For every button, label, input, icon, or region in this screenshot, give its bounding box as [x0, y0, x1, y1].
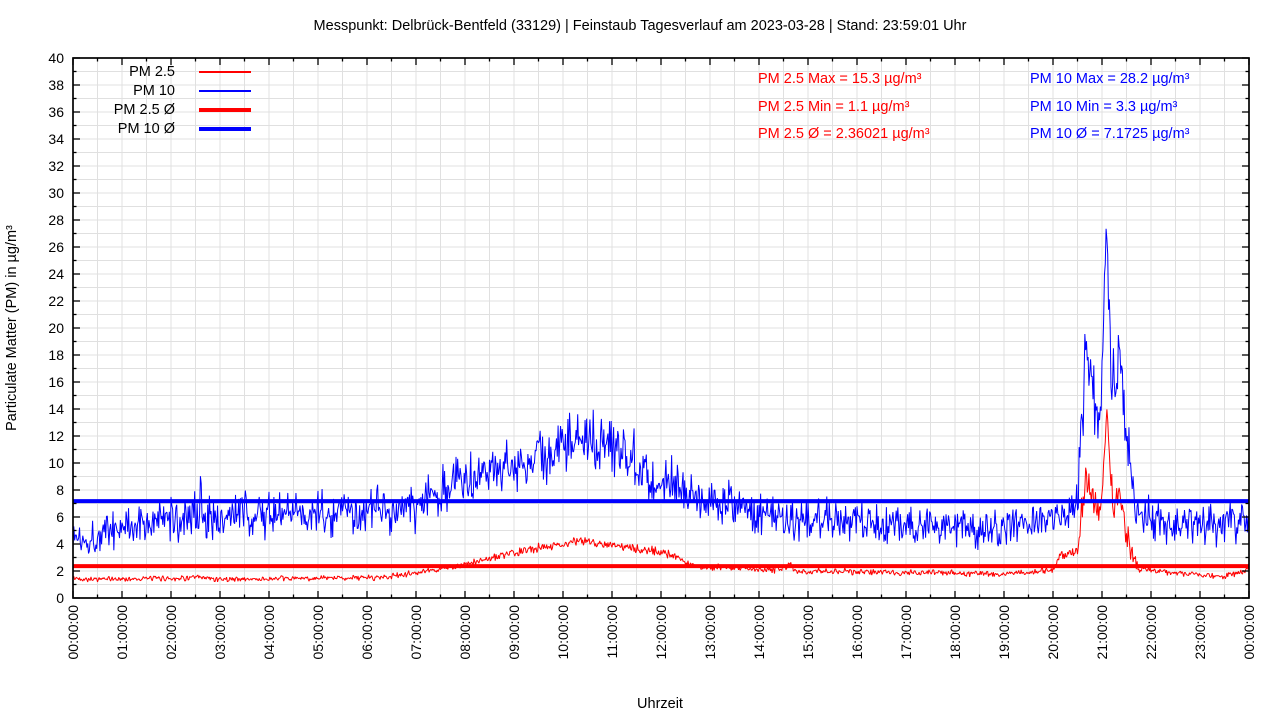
x-tick-label: 23:00:00: [1192, 605, 1208, 660]
legend-row-pm10: PM 10: [63, 81, 251, 100]
x-tick-label: 00:00:00: [65, 605, 81, 660]
grid-lines: [73, 58, 1249, 598]
y-tick-label: 14: [48, 401, 64, 417]
x-tick-label: 03:00:00: [212, 605, 228, 660]
y-tick-label: 20: [48, 320, 64, 336]
legend-line-sample-pm25: [199, 70, 251, 73]
y-tick-label: 18: [48, 347, 64, 363]
legend-label-pm25-avg: PM 2.5 Ø: [113, 101, 175, 118]
y-tick-label: 4: [56, 536, 64, 552]
x-tick-label: 05:00:00: [310, 605, 326, 660]
x-tick-label: 15:00:00: [800, 605, 816, 660]
x-tick-label: 00:00:00: [1241, 605, 1257, 660]
y-tick-label: 0: [56, 590, 64, 606]
y-tick-label: 12: [48, 428, 64, 444]
legend-line-sample-pm10-avg: [199, 126, 251, 131]
legend-line-sample-pm25-avg: [199, 107, 251, 112]
legend: PM 2.5 PM 10 PM 2.5 Ø PM 10 Ø: [63, 62, 251, 138]
stat-pm10-max: PM 10 Max = 28.2 µg/m³: [1030, 71, 1190, 87]
x-tick-label: 21:00:00: [1094, 605, 1110, 660]
y-tick-label: 28: [48, 212, 64, 228]
x-tick-label: 04:00:00: [261, 605, 277, 660]
x-tick-label: 19:00:00: [996, 605, 1012, 660]
x-tick-label: 22:00:00: [1143, 605, 1159, 660]
x-tick-label: 16:00:00: [849, 605, 865, 660]
x-tick-label: 18:00:00: [947, 605, 963, 660]
stats-pm10: PM 10 Max = 28.2 µg/m³ PM 10 Min = 3.3 µ…: [1030, 66, 1189, 149]
x-axis-title: Uhrzeit: [637, 696, 683, 712]
x-tick-label: 14:00:00: [751, 605, 767, 660]
stat-pm10-min: PM 10 Min = 3.3 µg/m³: [1030, 98, 1178, 115]
y-tick-label: 10: [48, 455, 64, 471]
y-tick-label: 30: [48, 185, 64, 201]
y-tick-label: 24: [48, 266, 64, 282]
x-tick-label: 09:00:00: [506, 605, 522, 660]
y-tick-label: 22: [48, 293, 64, 309]
y-tick-label: 6: [56, 509, 64, 525]
y-axis-title: Particulate Matter (PM) in µg/m³: [4, 225, 20, 431]
pm10-series-line: [72, 228, 1250, 554]
y-tick-label: 8: [56, 482, 64, 498]
chart-title: Messpunkt: Delbrück-Bentfeld (33129) | F…: [313, 18, 967, 34]
x-tick-label: 13:00:00: [702, 605, 718, 660]
y-tick-label: 34: [48, 131, 64, 147]
x-tick-label: 17:00:00: [898, 605, 914, 660]
y-tick-label: 2: [56, 563, 64, 579]
x-tick-label: 07:00:00: [408, 605, 424, 660]
y-tick-label: 36: [48, 104, 64, 120]
stat-pm10-avg: PM 10 Ø = 7.1725 µg/m³: [1030, 126, 1190, 142]
x-tick-label: 06:00:00: [359, 605, 375, 660]
y-tick-label: 16: [48, 374, 64, 390]
x-tick-label: 02:00:00: [163, 605, 179, 660]
x-tick-label: 11:00:00: [604, 605, 620, 659]
legend-label-pm10: PM 10: [133, 82, 175, 99]
legend-label-pm25: PM 2.5: [129, 63, 175, 80]
axis-ticks: [72, 57, 1250, 599]
x-tick-label: 10:00:00: [555, 605, 571, 660]
y-tick-label: 26: [48, 239, 64, 255]
stat-pm25-avg: PM 2.5 Ø = 2.36021 µg/m³: [758, 126, 930, 142]
stat-pm25-min: PM 2.5 Min = 1.1 µg/m³: [758, 98, 910, 115]
y-tick-label: 40: [48, 50, 64, 66]
y-tick-label: 38: [48, 77, 64, 93]
legend-row-pm25: PM 2.5: [63, 62, 251, 81]
stat-pm25-max: PM 2.5 Max = 15.3 µg/m³: [758, 71, 922, 87]
x-tick-labels: 00:00:00 01:00:00 02:00:00 03:00:00 04:00:00…: [65, 605, 1257, 660]
legend-line-sample-pm10: [199, 89, 251, 92]
x-tick-label: 20:00:00: [1045, 605, 1061, 660]
x-tick-label: 12:00:00: [653, 605, 669, 660]
stats-pm25: PM 2.5 Max = 15.3 µg/m³ PM 2.5 Min = 1.1…: [758, 66, 930, 149]
x-tick-label: 01:00:00: [114, 605, 130, 660]
y-tick-label: 32: [48, 158, 64, 174]
legend-label-pm10-avg: PM 10 Ø: [117, 120, 175, 137]
legend-row-pm25-avg: PM 2.5 Ø: [63, 100, 251, 119]
x-tick-label: 08:00:00: [457, 605, 473, 660]
legend-row-pm10-avg: PM 10 Ø: [63, 119, 251, 138]
